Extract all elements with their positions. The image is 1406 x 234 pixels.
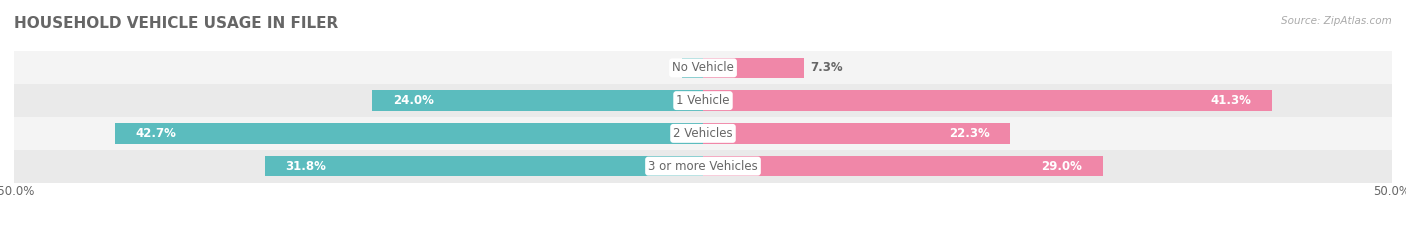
Bar (14, 84, 1392, 117)
Text: 24.0%: 24.0% (392, 94, 434, 107)
Bar (703, 91, 1272, 111)
Text: 2 Vehicles: 2 Vehicles (673, 127, 733, 140)
Text: Source: ZipAtlas.com: Source: ZipAtlas.com (1281, 16, 1392, 26)
Text: 7.3%: 7.3% (810, 61, 844, 74)
Text: 3 or more Vehicles: 3 or more Vehicles (648, 160, 758, 173)
Text: No Vehicle: No Vehicle (672, 61, 734, 74)
Text: 22.3%: 22.3% (949, 127, 990, 140)
Bar (373, 91, 703, 111)
Text: 29.0%: 29.0% (1040, 160, 1083, 173)
Text: 1.5%: 1.5% (696, 61, 728, 74)
Text: 31.8%: 31.8% (285, 160, 326, 173)
Text: HOUSEHOLD VEHICLE USAGE IN FILER: HOUSEHOLD VEHICLE USAGE IN FILER (14, 16, 339, 31)
Text: 42.7%: 42.7% (135, 127, 176, 140)
Bar (703, 58, 804, 78)
Bar (682, 58, 703, 78)
Bar (14, 117, 1392, 150)
Bar (14, 150, 1392, 183)
Bar (703, 156, 1102, 176)
Text: 1 Vehicle: 1 Vehicle (676, 94, 730, 107)
Bar (703, 123, 1011, 143)
Bar (264, 156, 703, 176)
Bar (115, 123, 703, 143)
Bar (14, 51, 1392, 84)
Text: 41.3%: 41.3% (1211, 94, 1251, 107)
